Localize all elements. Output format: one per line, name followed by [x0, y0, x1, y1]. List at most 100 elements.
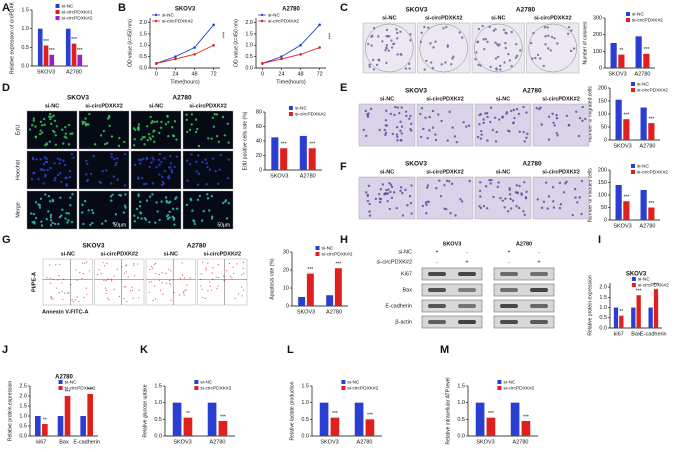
cell — [503, 206, 506, 209]
cell — [38, 206, 42, 209]
cell — [371, 58, 375, 62]
y-tick-label: 0.0 — [599, 325, 607, 331]
cell — [481, 24, 484, 28]
bar — [43, 45, 49, 66]
cell — [140, 217, 143, 220]
cell — [515, 54, 519, 58]
bar — [35, 416, 41, 436]
cell — [107, 297, 109, 299]
cell — [126, 300, 128, 303]
cell — [123, 286, 125, 288]
bar — [57, 416, 64, 436]
x-tick-label: A2780 — [640, 223, 656, 229]
x-tick-label: SKOV3 — [320, 439, 338, 445]
group-header: si-NC — [149, 103, 163, 109]
cell — [377, 192, 381, 196]
cell — [372, 27, 376, 30]
x-tick-label: SKOV3 — [608, 71, 626, 77]
y-tick-label: 50 — [601, 124, 607, 130]
line — [262, 47, 320, 64]
cell — [66, 221, 69, 224]
cell — [153, 263, 156, 265]
cell — [65, 136, 68, 139]
cell — [96, 273, 99, 276]
legend-label: si-NC — [637, 163, 650, 169]
column-header: SKOV3 — [405, 161, 427, 168]
cell — [185, 113, 188, 116]
cell — [169, 154, 172, 158]
cell — [553, 124, 556, 127]
bar — [183, 417, 193, 436]
x-tick-label: E-cadherin — [640, 331, 667, 337]
cell — [81, 262, 84, 264]
cell — [58, 292, 60, 294]
cell — [567, 123, 571, 127]
cell — [30, 212, 33, 215]
cell — [151, 156, 154, 159]
cell — [56, 173, 60, 177]
cell — [399, 138, 403, 142]
cell — [160, 160, 163, 164]
cell — [546, 47, 550, 50]
cell — [208, 209, 211, 212]
cell — [428, 115, 431, 119]
cell — [159, 126, 163, 130]
cell — [153, 140, 156, 143]
y-tick-label: 200 — [598, 167, 607, 173]
cell — [64, 125, 67, 129]
cell — [61, 128, 64, 131]
point — [299, 53, 302, 56]
cell — [536, 53, 540, 57]
cell — [388, 207, 392, 211]
significance: *** — [325, 33, 331, 40]
x-tick-label: 48 — [191, 71, 197, 77]
cell — [394, 105, 397, 109]
cell — [370, 44, 373, 47]
cell — [242, 261, 245, 263]
cell — [207, 262, 209, 264]
cell — [508, 59, 512, 62]
row-label: EdU — [15, 125, 21, 136]
cell — [443, 207, 446, 210]
x-tick-label: ki67 — [36, 439, 46, 445]
panel-label: M — [440, 344, 449, 356]
cell — [549, 49, 552, 52]
cell — [152, 130, 155, 133]
cell — [100, 273, 102, 275]
cell — [544, 43, 547, 46]
cell — [575, 110, 578, 113]
cell — [204, 158, 207, 161]
cell — [497, 44, 500, 47]
cell — [217, 285, 219, 287]
cell — [146, 125, 149, 128]
cell — [432, 46, 435, 49]
significance: *** — [488, 411, 494, 417]
cell — [148, 195, 152, 198]
cell — [34, 216, 38, 220]
x-tick-label: ki67 — [614, 331, 624, 337]
cell — [51, 221, 54, 225]
cell — [378, 200, 382, 204]
cell — [494, 41, 497, 44]
cell — [37, 178, 40, 181]
legend-label: si-circPDXK#2 — [65, 385, 96, 391]
cell — [508, 193, 512, 196]
blot-band — [458, 272, 476, 276]
cell — [379, 188, 382, 191]
cell — [423, 68, 426, 71]
cell — [546, 26, 549, 29]
legend-swatch — [58, 380, 63, 384]
cell — [112, 221, 115, 225]
cell — [499, 196, 502, 200]
cell — [488, 25, 491, 29]
cell — [49, 117, 52, 121]
cell — [183, 292, 185, 294]
significance: *** — [523, 414, 529, 420]
condition-mark: - — [508, 259, 510, 265]
cell — [450, 182, 454, 186]
image-tile — [78, 150, 130, 190]
cell — [185, 159, 189, 163]
cell — [399, 30, 402, 34]
legend-label: si-circPDXK#2 — [62, 15, 93, 21]
point — [193, 53, 196, 56]
